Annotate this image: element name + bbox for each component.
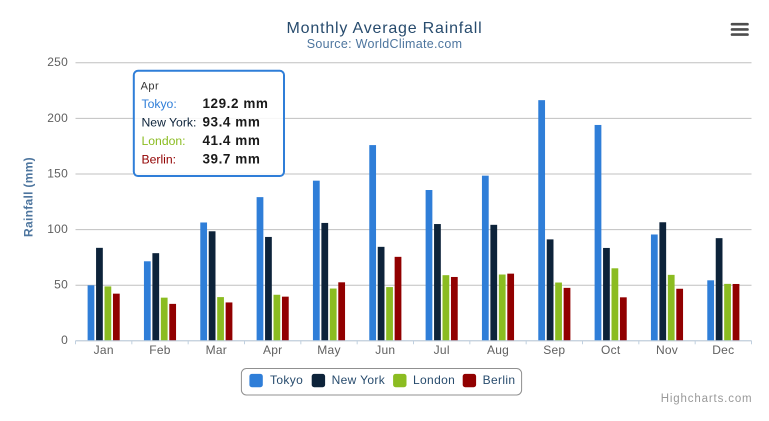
svg-text:Highcharts.com: Highcharts.com: [661, 393, 753, 405]
svg-text:Sep: Sep: [543, 343, 565, 357]
svg-text:50: 50: [54, 278, 68, 292]
svg-text:Jun: Jun: [375, 343, 395, 357]
svg-text:100: 100: [47, 222, 68, 236]
svg-text:Berlin: Berlin: [483, 373, 516, 387]
svg-text:39.7 mm: 39.7 mm: [203, 151, 261, 166]
svg-text:Berlin:: Berlin:: [142, 152, 177, 166]
svg-text:Source: WorldClimate.com: Source: WorldClimate.com: [307, 37, 463, 51]
svg-text:London:: London:: [142, 134, 186, 148]
svg-text:Mar: Mar: [206, 343, 227, 357]
svg-text:New York: New York: [332, 373, 386, 387]
svg-text:93.4 mm: 93.4 mm: [203, 115, 261, 130]
svg-text:Jul: Jul: [434, 343, 450, 357]
svg-text:Dec: Dec: [712, 343, 734, 357]
svg-text:Rainfall (mm): Rainfall (mm): [22, 157, 36, 237]
svg-text:Monthly Average Rainfall: Monthly Average Rainfall: [287, 20, 483, 37]
svg-text:Oct: Oct: [601, 343, 621, 357]
svg-text:Apr: Apr: [263, 343, 282, 357]
svg-text:Jan: Jan: [94, 343, 114, 357]
svg-text:41.4 mm: 41.4 mm: [203, 133, 261, 148]
svg-text:200: 200: [47, 111, 68, 125]
svg-text:Nov: Nov: [656, 343, 678, 357]
svg-text:London: London: [413, 373, 455, 387]
svg-text:Feb: Feb: [149, 343, 171, 357]
svg-text:129.2 mm: 129.2 mm: [203, 96, 269, 111]
svg-text:0: 0: [61, 333, 68, 347]
svg-text:Tokyo: Tokyo: [270, 373, 303, 387]
svg-text:Apr: Apr: [141, 80, 160, 92]
svg-text:250: 250: [47, 55, 68, 69]
svg-text:Tokyo:: Tokyo:: [142, 97, 177, 111]
svg-text:150: 150: [47, 166, 68, 180]
svg-text:Aug: Aug: [487, 343, 509, 357]
svg-text:New York:: New York:: [142, 116, 197, 130]
svg-text:May: May: [317, 343, 340, 357]
